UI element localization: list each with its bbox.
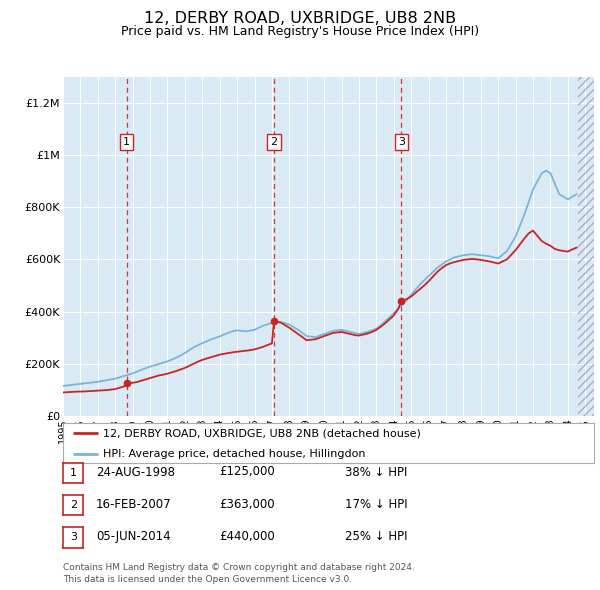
Text: £440,000: £440,000 (219, 530, 275, 543)
Text: 38% ↓ HPI: 38% ↓ HPI (345, 466, 407, 478)
Text: 12, DERBY ROAD, UXBRIDGE, UB8 2NB: 12, DERBY ROAD, UXBRIDGE, UB8 2NB (144, 11, 456, 25)
Text: £363,000: £363,000 (219, 498, 275, 511)
Text: 2: 2 (70, 500, 77, 510)
Text: 12, DERBY ROAD, UXBRIDGE, UB8 2NB (detached house): 12, DERBY ROAD, UXBRIDGE, UB8 2NB (detac… (103, 428, 421, 438)
Text: 3: 3 (398, 137, 405, 147)
Text: 05-JUN-2014: 05-JUN-2014 (96, 530, 170, 543)
Text: £125,000: £125,000 (219, 466, 275, 478)
Text: 1: 1 (70, 468, 77, 477)
Text: 25% ↓ HPI: 25% ↓ HPI (345, 530, 407, 543)
Text: This data is licensed under the Open Government Licence v3.0.: This data is licensed under the Open Gov… (63, 575, 352, 584)
Text: 24-AUG-1998: 24-AUG-1998 (96, 466, 175, 478)
Text: 2: 2 (271, 137, 278, 147)
Text: 16-FEB-2007: 16-FEB-2007 (96, 498, 172, 511)
Text: 1: 1 (123, 137, 130, 147)
Text: Price paid vs. HM Land Registry's House Price Index (HPI): Price paid vs. HM Land Registry's House … (121, 25, 479, 38)
Text: 17% ↓ HPI: 17% ↓ HPI (345, 498, 407, 511)
Text: HPI: Average price, detached house, Hillingdon: HPI: Average price, detached house, Hill… (103, 448, 365, 458)
Text: 3: 3 (70, 533, 77, 542)
Text: Contains HM Land Registry data © Crown copyright and database right 2024.: Contains HM Land Registry data © Crown c… (63, 563, 415, 572)
